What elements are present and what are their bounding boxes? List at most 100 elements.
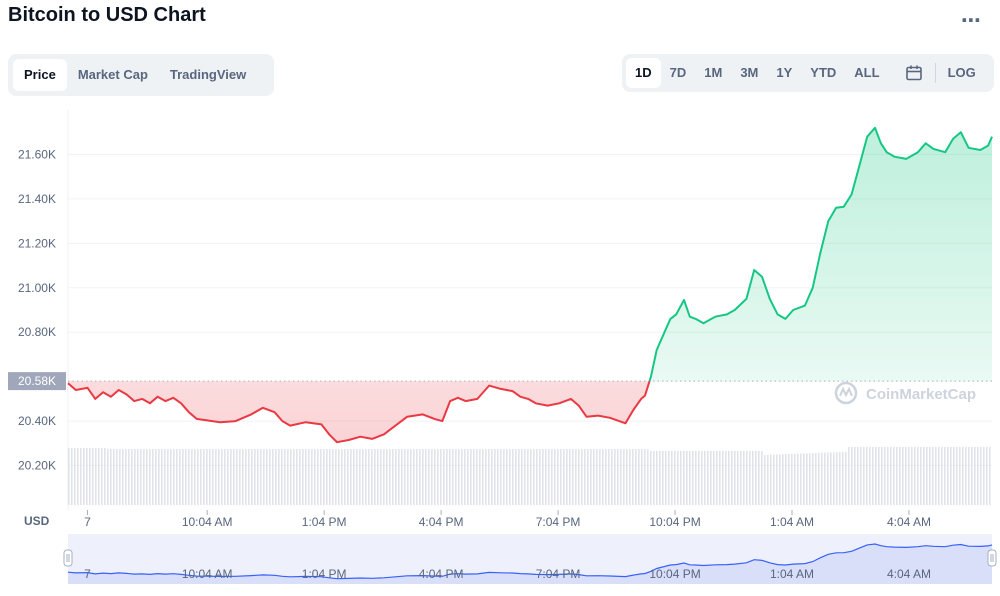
- volume-bar: [641, 449, 643, 505]
- y-tick-label: 21.00K: [18, 281, 56, 295]
- x-tick-label: 4:04 AM: [887, 515, 931, 529]
- range-ytd-button[interactable]: YTD: [810, 65, 837, 80]
- volume-bar: [626, 449, 628, 505]
- volume-bar: [602, 449, 604, 505]
- volume-bar: [620, 449, 622, 505]
- volume-bar: [893, 447, 895, 505]
- volume-bar: [77, 448, 79, 505]
- range-1y-button[interactable]: 1Y: [776, 65, 793, 80]
- tab-price[interactable]: Price: [13, 59, 67, 91]
- volume-bar: [281, 449, 283, 505]
- volume-bar: [371, 449, 373, 505]
- volume-bar: [152, 449, 154, 505]
- volume-bar: [731, 451, 733, 505]
- volume-bar: [389, 449, 391, 505]
- range-7d-button[interactable]: 7D: [669, 65, 687, 80]
- calendar-icon[interactable]: [899, 58, 929, 88]
- volume-bar: [608, 449, 610, 505]
- volume-bar: [728, 451, 730, 505]
- volume-bar: [908, 447, 910, 505]
- volume-bar: [968, 447, 970, 505]
- volume-bar: [683, 451, 685, 505]
- range-3m-button[interactable]: 3M: [740, 65, 759, 80]
- tab-market-cap[interactable]: Market Cap: [77, 67, 148, 82]
- y-tick-label: 20.20K: [18, 459, 56, 473]
- volume-bar: [215, 449, 217, 505]
- navigator-handle-left[interactable]: [63, 549, 73, 567]
- volume-bar: [527, 449, 529, 505]
- volume-bar: [737, 451, 739, 505]
- volume-bar: [653, 451, 655, 505]
- volume-bar: [668, 451, 670, 505]
- volume-bar: [647, 449, 649, 505]
- volume-bar: [239, 449, 241, 505]
- range-1d-button[interactable]: 1D: [626, 58, 661, 88]
- volume-bar: [203, 449, 205, 505]
- x-tick-label: 4:04 PM: [419, 515, 464, 529]
- y-axis: 20.20K 20.40K 20.80K 21.00K 21.20K 21.40K 21.6…: [18, 147, 56, 472]
- volume-bar: [302, 449, 304, 505]
- volume-bar: [347, 449, 349, 505]
- volume-bar: [503, 449, 505, 505]
- volume-bar: [224, 449, 226, 505]
- volume-bar: [494, 449, 496, 505]
- volume-bar: [707, 451, 709, 505]
- volume-bar: [959, 447, 961, 505]
- range-divider: [934, 63, 936, 83]
- volume-bar: [353, 449, 355, 505]
- volume-bar: [443, 449, 445, 505]
- volume-bar: [335, 449, 337, 505]
- volume-bar: [542, 449, 544, 505]
- volume-bar: [314, 449, 316, 505]
- volume-bar: [974, 447, 976, 505]
- volume-bar: [287, 449, 289, 505]
- volume-bar: [590, 449, 592, 505]
- volume-bar: [617, 449, 619, 505]
- x-tick-label: 1:04 PM: [302, 515, 347, 529]
- range-1m-button[interactable]: 1M: [704, 65, 723, 80]
- volume-bar: [158, 449, 160, 505]
- volume-bar: [317, 449, 319, 505]
- volume-bar: [425, 449, 427, 505]
- volume-bar: [197, 449, 199, 505]
- volume-bar: [242, 449, 244, 505]
- volume-bar: [656, 451, 658, 505]
- more-icon[interactable]: ⋯: [961, 10, 982, 32]
- volume-bar: [95, 448, 97, 505]
- volume-bar: [815, 452, 817, 505]
- volume-bar: [851, 447, 853, 505]
- volume-bar: [386, 449, 388, 505]
- volume-bar: [167, 449, 169, 505]
- x-tick-label: 10:04 PM: [649, 515, 700, 529]
- navigator-handle-right[interactable]: [987, 549, 997, 567]
- volume-bar: [689, 451, 691, 505]
- tab-tradingview[interactable]: TradingView: [169, 67, 247, 82]
- volume-bar: [740, 451, 742, 505]
- volume-bar: [227, 449, 229, 505]
- volume-bar: [773, 454, 775, 505]
- volume-bar: [218, 449, 220, 505]
- volume-bar: [758, 451, 760, 505]
- log-scale-button[interactable]: LOG: [947, 65, 976, 80]
- volume-bar: [374, 449, 376, 505]
- volume-bar: [182, 449, 184, 505]
- time-range-selector: 1D 7D 1M 3M 1Y YTD ALL LOG: [622, 54, 994, 92]
- volume-bar: [221, 449, 223, 505]
- volume-bar: [845, 451, 847, 505]
- volume-bar: [554, 449, 556, 505]
- volume-bar: [467, 449, 469, 505]
- volume-bar: [530, 449, 532, 505]
- volume-bar: [698, 451, 700, 505]
- volume-bar: [830, 452, 832, 505]
- volume-bar: [137, 449, 139, 505]
- watermark: CoinMarketCap: [834, 381, 976, 405]
- volume-bar: [455, 449, 457, 505]
- volume-bar: [188, 449, 190, 505]
- volume-bars: [68, 447, 991, 505]
- volume-bar: [749, 451, 751, 505]
- volume-bar: [257, 449, 259, 505]
- range-all-button[interactable]: ALL: [854, 65, 880, 80]
- volume-bar: [119, 449, 121, 505]
- price-line: [67, 126, 993, 444]
